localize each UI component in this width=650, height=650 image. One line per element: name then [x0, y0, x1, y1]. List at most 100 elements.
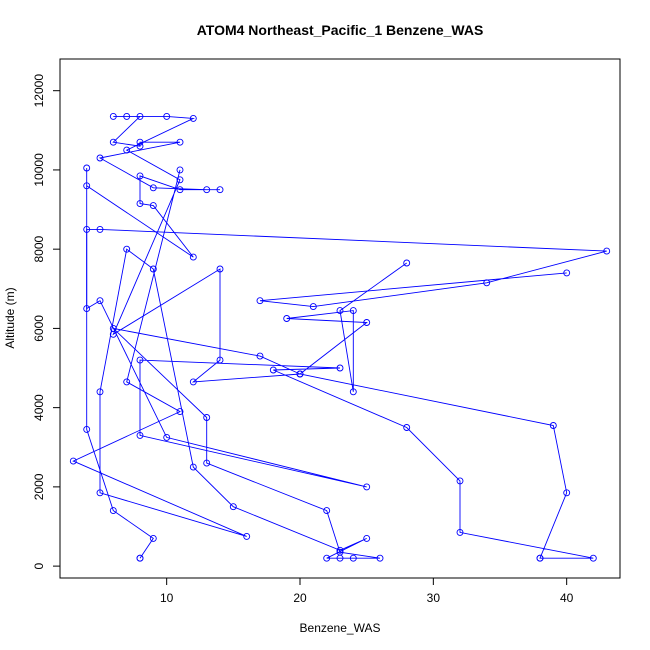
data-point — [309, 303, 317, 311]
data-point — [403, 259, 411, 267]
data-point — [323, 554, 331, 562]
data-point — [123, 146, 131, 154]
data-point — [176, 166, 184, 174]
data-point — [216, 186, 224, 194]
data-point — [536, 554, 544, 562]
x-tick-label: 40 — [560, 591, 574, 605]
data-point — [96, 489, 104, 497]
data-point — [149, 265, 157, 273]
data-point — [563, 269, 571, 277]
data-point — [96, 225, 104, 233]
y-tick-label: 6000 — [32, 315, 46, 342]
data-point — [216, 265, 224, 273]
x-tick-label: 20 — [293, 591, 307, 605]
data-point — [203, 414, 211, 421]
data-point — [136, 142, 144, 150]
y-axis: 0 2000 4000 6000 8000 10000 12000 — [32, 74, 61, 569]
data-point — [176, 186, 184, 194]
data-point — [296, 370, 304, 378]
data-point — [336, 364, 344, 372]
data-point — [349, 388, 357, 396]
x-axis-label: Benzene_WAS — [300, 621, 381, 635]
data-point — [163, 433, 171, 441]
x-tick-label: 30 — [427, 591, 441, 605]
y-tick-label: 0 — [32, 562, 46, 569]
x-tick-label: 10 — [160, 591, 174, 605]
data-point — [403, 424, 411, 431]
data-point — [83, 425, 91, 433]
data-point — [96, 388, 104, 396]
data-point — [456, 528, 464, 536]
data-point — [269, 366, 277, 374]
y-axis-label: Altitude (m) — [3, 287, 17, 348]
data-point — [189, 253, 197, 261]
data-point — [136, 356, 144, 364]
data-point — [176, 408, 184, 416]
series-layer — [69, 112, 611, 562]
y-tick-label: 12000 — [32, 74, 46, 108]
data-point — [589, 554, 597, 562]
data-point — [336, 546, 344, 554]
data-point — [189, 114, 197, 122]
data-point — [349, 307, 357, 315]
data-point — [549, 422, 557, 429]
data-point — [603, 247, 611, 255]
series-line — [72, 115, 594, 559]
data-point — [136, 172, 144, 180]
data-point — [483, 279, 491, 287]
data-point — [323, 507, 331, 515]
data-point — [69, 457, 77, 465]
y-tick-label: 8000 — [32, 235, 46, 262]
data-point — [96, 154, 104, 162]
data-point — [149, 534, 157, 542]
data-point — [83, 182, 91, 190]
x-axis: 10 20 30 40 — [160, 577, 574, 605]
data-point — [123, 112, 131, 120]
data-point — [136, 554, 144, 562]
data-point — [363, 534, 371, 542]
data-point — [376, 554, 384, 562]
data-point — [176, 176, 184, 184]
data-point — [363, 483, 371, 491]
data-point — [203, 186, 211, 194]
data-point — [256, 297, 264, 305]
data-point — [123, 378, 131, 386]
data-point — [109, 138, 117, 146]
chart-title: ATOM4 Northeast_Pacific_1 Benzene_WAS — [197, 22, 484, 38]
data-point — [136, 112, 144, 120]
y-tick-label: 10000 — [32, 153, 46, 187]
data-point — [149, 184, 157, 192]
y-tick-label: 2000 — [32, 473, 46, 500]
data-point — [96, 297, 104, 305]
data-point — [83, 305, 91, 313]
y-tick-label: 4000 — [32, 394, 46, 421]
data-point — [256, 352, 264, 360]
data-point — [149, 202, 157, 210]
data-point — [336, 554, 344, 562]
data-point — [363, 319, 371, 326]
data-point — [136, 200, 144, 208]
data-point — [189, 463, 197, 471]
data-point — [203, 459, 211, 467]
data-point — [563, 489, 571, 497]
data-point — [229, 503, 237, 511]
data-point — [109, 507, 117, 515]
data-point — [216, 356, 224, 364]
data-point — [109, 112, 117, 120]
data-point — [283, 315, 291, 322]
data-point — [83, 164, 91, 172]
data-point — [243, 532, 251, 540]
series-line — [86, 228, 607, 559]
data-point — [336, 307, 344, 315]
data-point — [136, 431, 144, 439]
data-point — [109, 324, 117, 332]
data-point — [163, 112, 171, 120]
data-point — [349, 554, 357, 562]
data-point — [456, 477, 464, 485]
data-point — [136, 138, 144, 146]
data-point — [123, 245, 131, 253]
data-point — [189, 378, 197, 386]
data-point — [176, 138, 184, 146]
